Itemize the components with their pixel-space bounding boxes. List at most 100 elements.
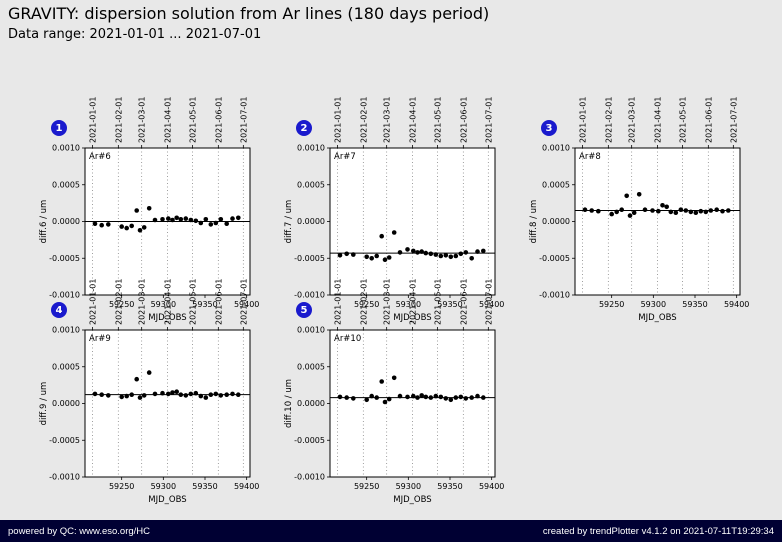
- svg-text:2021-02-01: 2021-02-01: [359, 96, 368, 143]
- svg-text:2021-03-01: 2021-03-01: [138, 279, 147, 326]
- svg-text:2021-07-01: 2021-07-01: [484, 279, 493, 326]
- svg-text:59400: 59400: [479, 482, 504, 491]
- page-header: GRAVITY: dispersion solution from Ar lin…: [8, 4, 489, 42]
- svg-text:MJD_OBS: MJD_OBS: [638, 313, 676, 323]
- svg-text:2021-04-01: 2021-04-01: [654, 97, 663, 144]
- svg-text:59250: 59250: [109, 482, 134, 491]
- svg-text:0.0005: 0.0005: [52, 180, 80, 189]
- svg-text:MJD_OBS: MJD_OBS: [148, 495, 186, 505]
- svg-text:-0.0005: -0.0005: [294, 436, 325, 445]
- scatter-plot-ar7: 2021-01-01 2021-02-01 2021-03-01 2021-04-01…: [284, 96, 504, 323]
- svg-text:0.0005: 0.0005: [52, 362, 80, 371]
- svg-text:-0.0010: -0.0010: [49, 291, 80, 300]
- svg-text:59350: 59350: [192, 300, 217, 309]
- svg-text:diff.7 / um: diff.7 / um: [284, 200, 294, 244]
- svg-text:2021-06-01: 2021-06-01: [214, 279, 223, 326]
- svg-text:2021-07-01: 2021-07-01: [484, 97, 493, 143]
- svg-text:59350: 59350: [682, 300, 707, 309]
- svg-text:59350: 59350: [437, 300, 462, 309]
- svg-text:59250: 59250: [109, 300, 134, 309]
- footer-powered-by: powered by QC: www.eso.org/HC: [8, 525, 151, 537]
- svg-text:Ar#9: Ar#9: [89, 334, 111, 344]
- svg-text:Ar#7: Ar#7: [334, 152, 356, 162]
- svg-text:59400: 59400: [724, 300, 749, 309]
- svg-text:59250: 59250: [599, 300, 624, 309]
- svg-text:Ar#6: Ar#6: [89, 152, 111, 162]
- svg-text:59350: 59350: [192, 482, 217, 491]
- svg-text:2021-02-01: 2021-02-01: [359, 279, 368, 326]
- svg-text:-0.0005: -0.0005: [49, 436, 80, 445]
- svg-text:2021-04-01: 2021-04-01: [164, 279, 173, 326]
- subplot-panel-ar9: 4 2021-01-01 2021-02-01 2021-03-01 2021-04-…: [35, 268, 259, 511]
- svg-text:2021-01-01: 2021-01-01: [89, 279, 98, 326]
- svg-text:Ar#10: Ar#10: [334, 334, 361, 344]
- svg-text:2021-06-01: 2021-06-01: [459, 279, 468, 326]
- panel-number-badge: 4: [51, 302, 67, 318]
- svg-text:diff.9 / um: diff.9 / um: [39, 382, 49, 426]
- svg-text:2021-05-01: 2021-05-01: [434, 97, 443, 144]
- svg-text:0.0010: 0.0010: [52, 144, 80, 153]
- svg-text:0.0000: 0.0000: [52, 217, 80, 226]
- svg-text:2021-01-01: 2021-01-01: [334, 97, 343, 144]
- data-range-subtitle: Data range: 2021-01-01 ... 2021-07-01: [8, 27, 262, 42]
- svg-text:2021-04-01: 2021-04-01: [409, 97, 418, 144]
- svg-text:2021-06-01: 2021-06-01: [704, 97, 713, 144]
- svg-text:diff.6 / um: diff.6 / um: [39, 200, 49, 244]
- svg-text:0.0010: 0.0010: [297, 144, 325, 153]
- svg-text:59400: 59400: [234, 300, 259, 309]
- subplot-panel-ar7: 2 2021-01-01 2021-02-01 2021-03-01 2021-04-…: [280, 86, 504, 329]
- svg-text:2021-03-01: 2021-03-01: [138, 97, 147, 143]
- svg-text:-0.0005: -0.0005: [294, 254, 325, 263]
- footer-bar: powered by QC: www.eso.org/HC created by…: [0, 520, 782, 542]
- svg-text:2021-02-01: 2021-02-01: [114, 279, 123, 326]
- svg-text:0.0010: 0.0010: [542, 144, 570, 153]
- svg-text:0.0005: 0.0005: [542, 180, 570, 189]
- svg-text:2021-01-01: 2021-01-01: [89, 97, 98, 144]
- page-title: GRAVITY: dispersion solution from Ar lin…: [8, 4, 490, 23]
- svg-text:2021-01-01: 2021-01-01: [334, 279, 343, 326]
- svg-text:MJD_OBS: MJD_OBS: [393, 313, 431, 323]
- svg-text:0.0000: 0.0000: [52, 399, 80, 408]
- svg-text:diff.8 / um: diff.8 / um: [529, 200, 539, 244]
- svg-text:59300: 59300: [396, 300, 421, 309]
- svg-text:0.0000: 0.0000: [542, 217, 570, 226]
- svg-text:59250: 59250: [354, 482, 379, 491]
- svg-text:MJD_OBS: MJD_OBS: [148, 313, 186, 323]
- svg-text:2021-03-01: 2021-03-01: [383, 279, 392, 326]
- svg-text:Ar#8: Ar#8: [579, 152, 601, 162]
- svg-text:diff.10 / um: diff.10 / um: [284, 379, 294, 428]
- svg-text:2021-05-01: 2021-05-01: [679, 97, 688, 144]
- svg-text:MJD_OBS: MJD_OBS: [393, 495, 431, 505]
- svg-text:-0.0010: -0.0010: [294, 291, 325, 300]
- svg-text:-0.0010: -0.0010: [539, 291, 570, 300]
- svg-text:-0.0005: -0.0005: [539, 254, 570, 263]
- subplot-panel-ar10: 5 2021-01-01 2021-02-01 2021-03-01 2021-04-…: [280, 268, 504, 511]
- svg-text:-0.0010: -0.0010: [294, 473, 325, 482]
- svg-text:0.0005: 0.0005: [297, 362, 325, 371]
- svg-text:2021-03-01: 2021-03-01: [628, 97, 637, 143]
- svg-text:59250: 59250: [354, 300, 379, 309]
- svg-text:2021-02-01: 2021-02-01: [604, 96, 613, 143]
- panel-number-badge: 1: [51, 120, 67, 136]
- svg-text:2021-04-01: 2021-04-01: [164, 97, 173, 144]
- panel-number-badge: 3: [541, 120, 557, 136]
- svg-text:2021-01-01: 2021-01-01: [579, 97, 588, 144]
- svg-text:2021-02-01: 2021-02-01: [114, 96, 123, 143]
- svg-text:2021-06-01: 2021-06-01: [214, 97, 223, 144]
- svg-text:59300: 59300: [396, 482, 421, 491]
- svg-text:0.0000: 0.0000: [297, 217, 325, 226]
- svg-text:59350: 59350: [437, 482, 462, 491]
- svg-text:59400: 59400: [234, 482, 259, 491]
- svg-text:0.0010: 0.0010: [297, 326, 325, 335]
- svg-text:2021-07-01: 2021-07-01: [239, 97, 248, 143]
- svg-text:2021-05-01: 2021-05-01: [189, 97, 198, 144]
- svg-text:59300: 59300: [641, 300, 666, 309]
- svg-text:2021-04-01: 2021-04-01: [409, 279, 418, 326]
- svg-text:2021-03-01: 2021-03-01: [383, 97, 392, 143]
- svg-text:59400: 59400: [479, 300, 504, 309]
- scatter-plot-ar8: 2021-01-01 2021-02-01 2021-03-01 2021-04-01…: [529, 96, 749, 323]
- scatter-plot-ar6: 2021-01-01 2021-02-01 2021-03-01 2021-04-01…: [39, 96, 259, 323]
- svg-text:59300: 59300: [151, 482, 176, 491]
- svg-text:0.0000: 0.0000: [297, 399, 325, 408]
- svg-text:2021-07-01: 2021-07-01: [729, 97, 738, 143]
